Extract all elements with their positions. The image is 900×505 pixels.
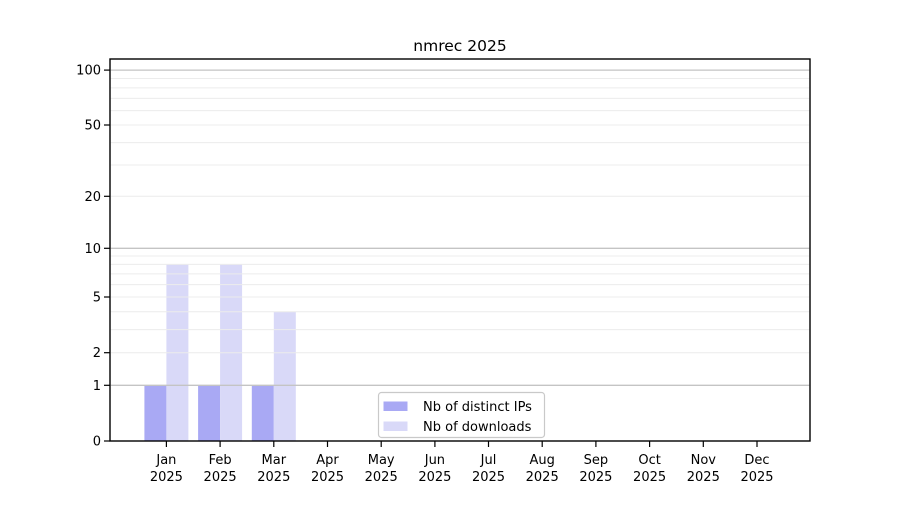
x-tick-month-label: Aug — [530, 453, 555, 468]
axis-layer: 0 1 2 5 10 20 50 100 Jan 2025 Feb 2025 Mar 2025 Apr 202… — [76, 58, 811, 485]
x-tick-year-label: 2025 — [633, 470, 666, 485]
x-tick-year-label: 2025 — [579, 470, 612, 485]
x-tick-year-label: 2025 — [365, 470, 398, 485]
legend-entry-label: Nb of downloads — [423, 420, 532, 435]
plot-frame — [109, 58, 811, 442]
y-tick-label: 0 — [93, 435, 101, 450]
x-tick-month-label: Feb — [209, 453, 232, 468]
x-tick-month-label: Mar — [262, 453, 287, 468]
legend-box — [377, 391, 546, 439]
x-tick-month-label: Jul — [480, 453, 497, 468]
y-tick-label: 1 — [93, 379, 101, 394]
x-tick-month-label: Jun — [424, 453, 445, 468]
bar-downloads — [273, 311, 296, 441]
x-tick-year-label: 2025 — [472, 470, 505, 485]
y-tick-label: 5 — [93, 291, 101, 306]
grid-layer — [110, 69, 810, 386]
y-tick-label: 100 — [76, 64, 101, 79]
bar-distinct-ips — [251, 385, 274, 441]
x-tick-year-label: 2025 — [687, 470, 720, 485]
y-tick-label: 2 — [93, 346, 101, 361]
x-tick-month-label: Dec — [744, 453, 769, 468]
x-tick-year-label: 2025 — [418, 470, 451, 485]
legend-entry-label: Nb of distinct IPs — [423, 400, 532, 415]
y-tick-label: 50 — [84, 119, 101, 134]
x-tick-month-label: Nov — [691, 453, 717, 468]
bar-distinct-ips — [198, 385, 221, 441]
x-tick-month-label: Jan — [155, 453, 176, 468]
x-tick-year-label: 2025 — [204, 470, 237, 485]
x-tick-year-label: 2025 — [311, 470, 344, 485]
bar-distinct-ips — [144, 385, 167, 441]
legend-swatch — [383, 421, 408, 431]
x-tick-year-label: 2025 — [526, 470, 559, 485]
x-tick-month-label: Sep — [584, 453, 609, 468]
legend: Nb of distinct IPs Nb of downloads — [377, 391, 546, 439]
x-tick-year-label: 2025 — [740, 470, 773, 485]
y-tick-label: 10 — [84, 242, 101, 257]
y-tick-label: 20 — [84, 190, 101, 205]
x-tick-month-label: Apr — [316, 453, 339, 468]
x-tick-year-label: 2025 — [257, 470, 290, 485]
legend-swatch — [383, 401, 408, 411]
x-tick-month-label: Oct — [638, 453, 660, 468]
chart-title: nmrec 2025 — [413, 37, 506, 55]
x-tick-year-label: 2025 — [150, 470, 183, 485]
x-tick-month-label: May — [368, 453, 395, 468]
